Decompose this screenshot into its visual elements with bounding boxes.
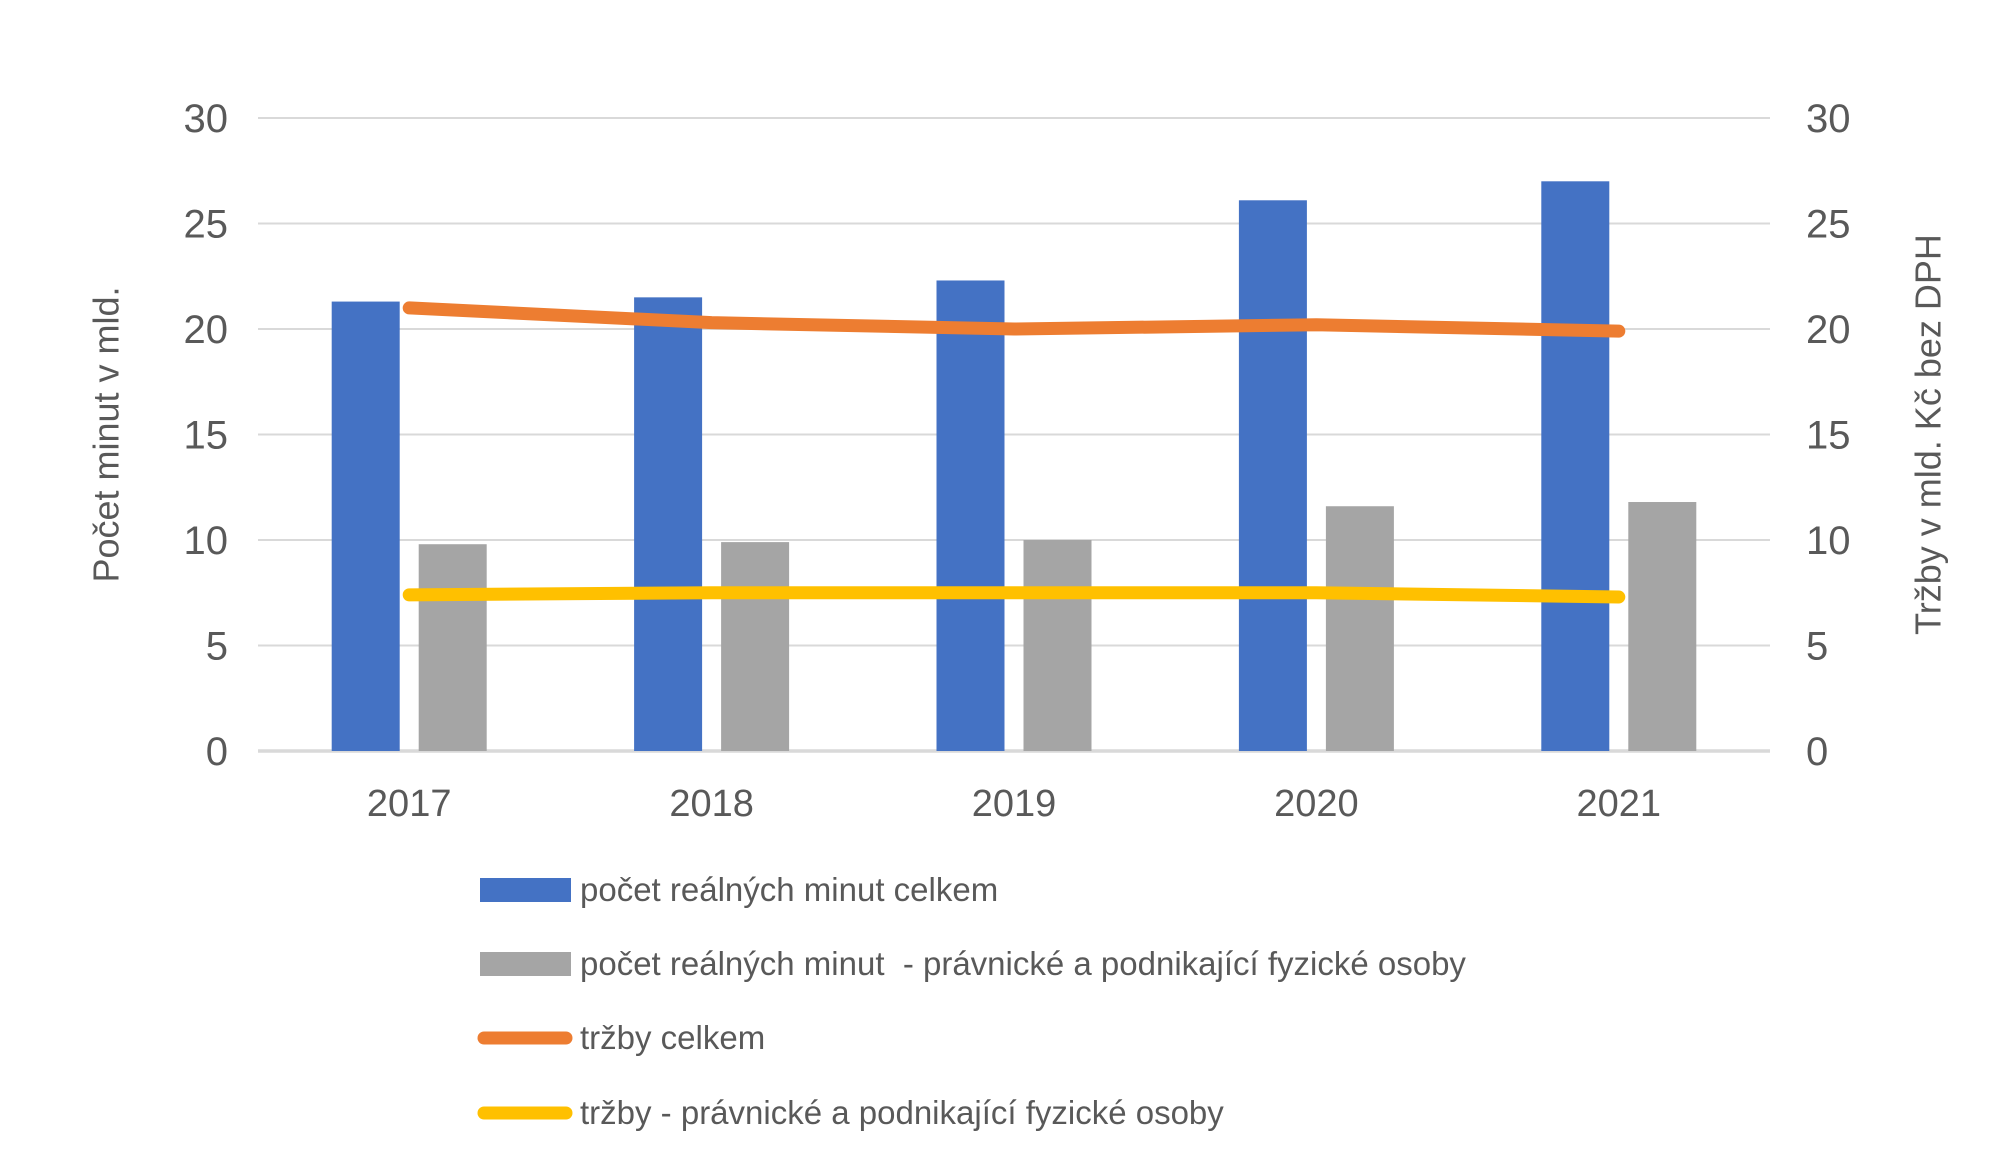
left-axis-tick-label: 15	[184, 414, 229, 458]
x-axis-label: 2017	[367, 783, 452, 825]
line-business-revenue	[402, 586, 1626, 604]
x-axis-label: 2019	[972, 783, 1057, 825]
right-axis-tick-label: 0	[1806, 730, 1828, 774]
right-axis-tick-label: 5	[1806, 625, 1828, 669]
bar-business-minutes	[1325, 506, 1394, 751]
legend-label: tržby celkem	[580, 1019, 765, 1056]
x-axis-label: 2018	[669, 783, 754, 825]
bar-business-minutes	[418, 544, 487, 751]
left-axis-tick-label: 30	[184, 97, 229, 141]
legend-label: počet reálných minut celkem	[580, 871, 998, 908]
bar-total-minutes	[1238, 200, 1307, 752]
bar-total-minutes	[936, 280, 1005, 751]
legend-swatch-bar	[480, 952, 571, 976]
bar-total-minutes	[1541, 181, 1610, 752]
left-axis-tick-label: 5	[206, 625, 228, 669]
right-axis-tick-label: 30	[1806, 97, 1851, 141]
right-axis-tick-label: 15	[1806, 414, 1851, 458]
right-axis-tick-label: 10	[1806, 519, 1851, 563]
bar-business-minutes	[721, 542, 790, 751]
x-axis-label: 2020	[1274, 783, 1359, 825]
right-axis-tick-label: 25	[1806, 203, 1851, 247]
bar-total-minutes	[331, 301, 400, 751]
right-axis-title: Tržby v mld. Kč bez DPH	[1908, 234, 1949, 635]
bar-business-minutes	[1023, 540, 1092, 751]
bar-total-minutes	[634, 297, 703, 751]
right-axis-tick-label: 20	[1806, 308, 1851, 352]
legend-label: počet reálných minut - právnické a podni…	[580, 945, 1466, 982]
left-axis-tick-label: 20	[184, 308, 229, 352]
line-total-revenue	[402, 301, 1626, 338]
left-axis-title: Počet minut v mld.	[86, 286, 127, 582]
bar-business-minutes	[1628, 502, 1697, 751]
left-axis-tick-label: 0	[206, 730, 228, 774]
legend-swatch-bar	[480, 878, 571, 902]
x-axis-label: 2021	[1577, 783, 1662, 825]
left-axis-tick-label: 25	[184, 203, 229, 247]
legend-label: tržby - právnické a podnikající fyzické …	[580, 1094, 1224, 1131]
left-axis-tick-label: 10	[184, 519, 229, 563]
